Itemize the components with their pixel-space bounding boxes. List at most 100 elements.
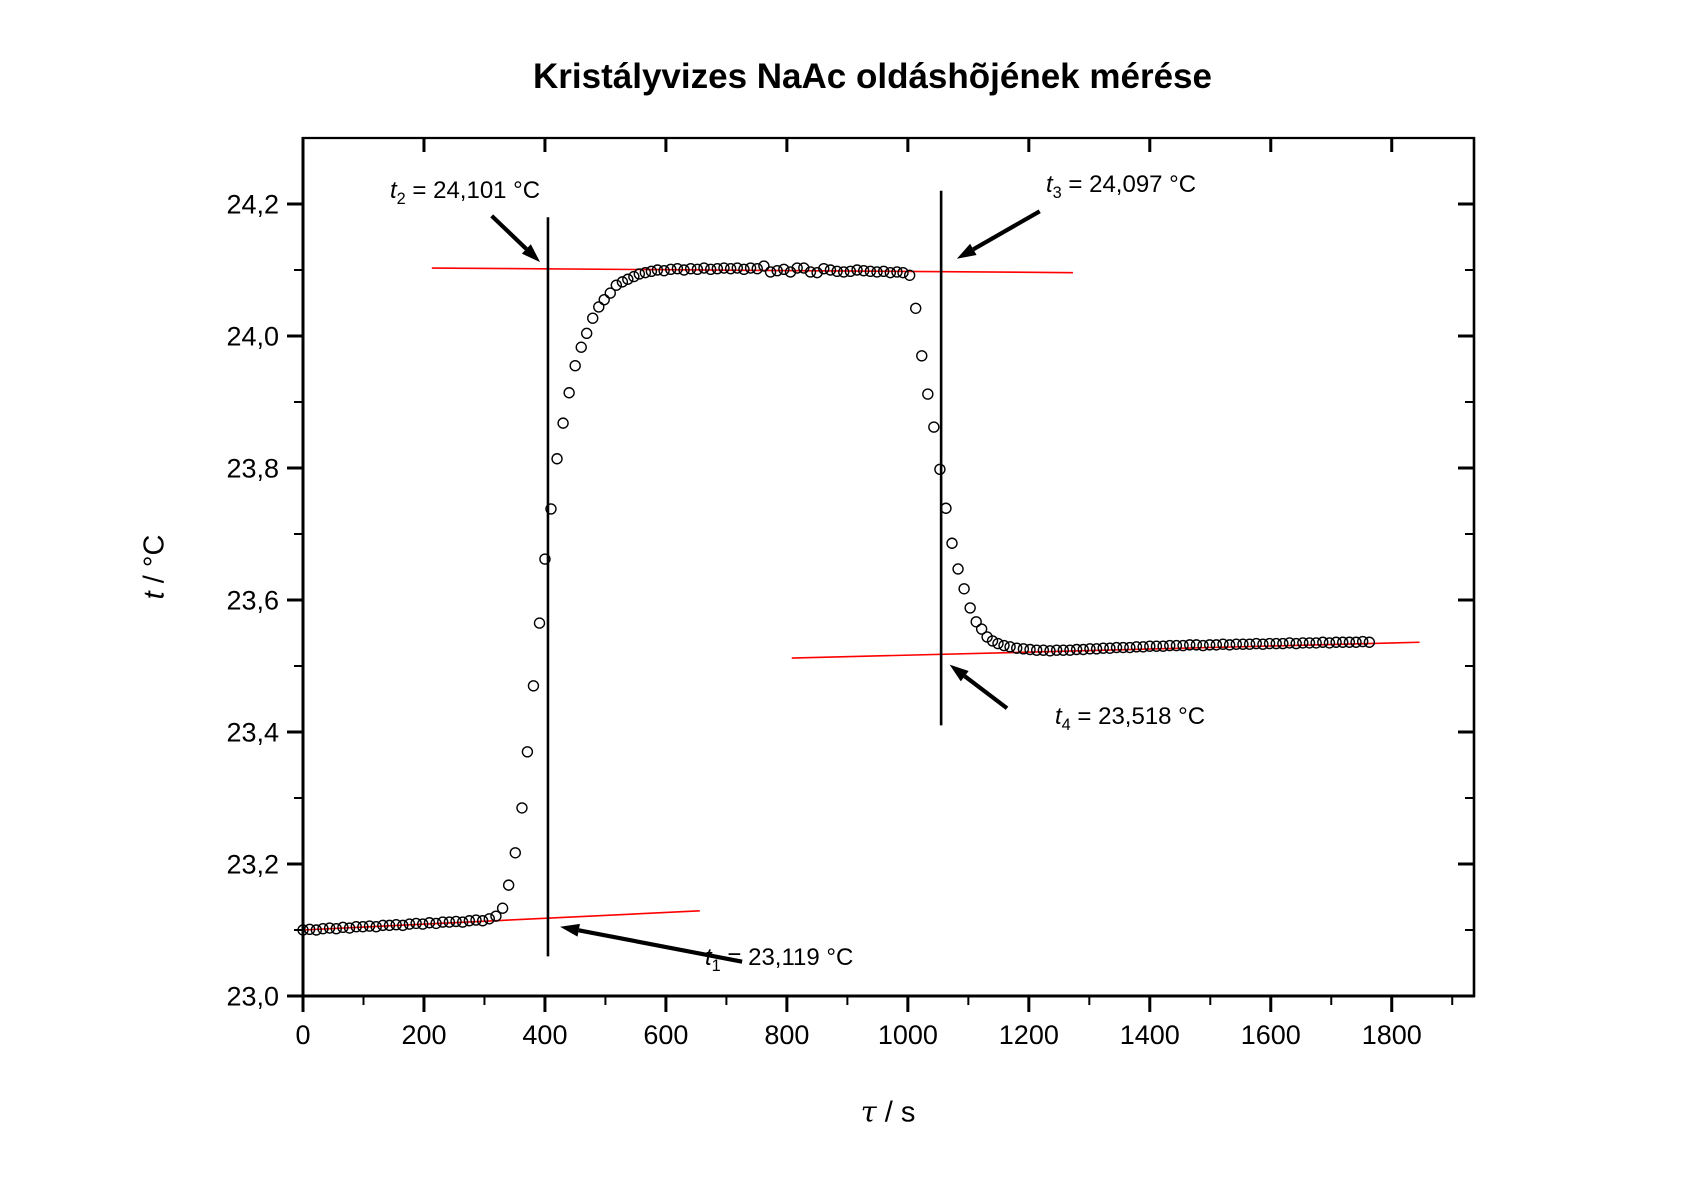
- data-point: [1350, 636, 1362, 648]
- data-point: [1250, 637, 1262, 650]
- data-point: [922, 388, 934, 400]
- data-point: [718, 262, 730, 274]
- data-point: [758, 260, 770, 272]
- data-point: [910, 302, 922, 314]
- data-point: [1110, 641, 1123, 654]
- data-point: [1203, 639, 1216, 651]
- data-point: [1004, 641, 1016, 653]
- annotation-t2-subscript: 2: [396, 189, 406, 208]
- data-point: [410, 917, 422, 930]
- data-point: [811, 266, 823, 279]
- data-point: [691, 263, 704, 276]
- data-point: [551, 453, 563, 465]
- data-point: [1317, 636, 1329, 648]
- data-point: [916, 350, 928, 362]
- data-point: [456, 916, 469, 928]
- data-point: [1117, 641, 1129, 654]
- data-point: [1223, 639, 1236, 651]
- data-point: [1277, 637, 1289, 650]
- data-point: [970, 616, 982, 628]
- data-point: [884, 266, 897, 279]
- data-point: [778, 263, 790, 276]
- data-point: [665, 263, 677, 276]
- data-point: [397, 919, 409, 932]
- data-point: [1144, 640, 1156, 652]
- data-point: [658, 264, 670, 277]
- data-point: [1330, 636, 1342, 648]
- data-point: [516, 802, 528, 814]
- y-tick-label: 23,0: [226, 981, 279, 1011]
- data-point: [443, 916, 456, 928]
- y-axis-unit: / °C: [138, 534, 171, 592]
- data-point: [940, 502, 952, 514]
- data-point: [390, 919, 402, 931]
- arrow-head-t4: [949, 664, 969, 682]
- data-point: [711, 262, 724, 275]
- data-point: [1230, 638, 1242, 650]
- data-point: [1097, 642, 1109, 654]
- data-point: [604, 287, 616, 299]
- data-point: [403, 918, 416, 930]
- y-axis-ticks: [287, 202, 303, 998]
- data-point: [521, 746, 534, 758]
- data-point: [731, 262, 743, 274]
- plot-frame: [301, 136, 1476, 998]
- x-tick-label: 0: [295, 1020, 310, 1050]
- extrapolation-lines: [546, 190, 943, 957]
- x-axis-tick-labels: 0 200 400 600 800 1000 1200 1400 1600 1800: [295, 1020, 1421, 1050]
- y-axis-tick-labels: 23,0 23,2 23,4 23,6 23,8 24,0 24,2: [226, 189, 279, 1011]
- data-point: [383, 919, 396, 932]
- data-point: [370, 921, 382, 933]
- data-point: [864, 265, 877, 278]
- annotation-t3: t3 = 24,097 °C: [1046, 171, 1196, 201]
- data-point: [891, 266, 903, 278]
- x-tick-label: 400: [522, 1020, 567, 1050]
- annotation-t1-subscript: 1: [711, 956, 721, 975]
- data-point: [639, 266, 652, 279]
- annotation-t1-symbol: t: [705, 944, 712, 971]
- data-point: [771, 264, 783, 277]
- data-point: [628, 270, 640, 283]
- data-point: [738, 263, 750, 276]
- data-point: [502, 879, 515, 891]
- data-point: [1190, 639, 1203, 651]
- data-points-temperature-measurement: [297, 260, 1376, 936]
- data-point: [897, 266, 909, 279]
- annotation-t4-symbol: t: [1055, 703, 1062, 730]
- data-point: [303, 923, 316, 936]
- data-point: [824, 264, 837, 276]
- data-point: [975, 623, 988, 635]
- annotation-t2: t2 = 24,101 °C: [390, 177, 540, 208]
- right-axis-ticks: [1458, 202, 1474, 998]
- data-point: [1197, 639, 1209, 652]
- data-point: [992, 637, 1004, 650]
- data-point: [1090, 643, 1103, 655]
- data-point: [1124, 641, 1136, 654]
- data-point: [1011, 642, 1023, 654]
- data-point: [330, 922, 342, 935]
- annotation-arrows: [490, 209, 1041, 964]
- data-point: [1044, 645, 1056, 657]
- x-axis-title: τ / s: [861, 1095, 916, 1130]
- data-point: [317, 922, 329, 935]
- data-point: [1157, 640, 1169, 652]
- fit-lines: [302, 267, 1420, 931]
- data-point: [1217, 638, 1229, 650]
- data-point: [998, 639, 1010, 652]
- y-tick-label: 23,2: [226, 849, 279, 879]
- data-point: [337, 921, 349, 934]
- y-tick-label: 24,0: [226, 321, 279, 351]
- top-axis-ticks: [301, 138, 1394, 152]
- arrow-shaft-t2: [490, 214, 528, 251]
- data-point: [651, 264, 664, 276]
- data-point: [791, 262, 803, 274]
- data-point: [764, 266, 777, 278]
- data-point: [423, 917, 436, 929]
- data-point: [858, 264, 870, 277]
- data-point: [934, 463, 946, 476]
- data-point: [1024, 643, 1036, 656]
- data-point: [698, 262, 710, 274]
- x-axis-ticks: [301, 996, 1454, 1012]
